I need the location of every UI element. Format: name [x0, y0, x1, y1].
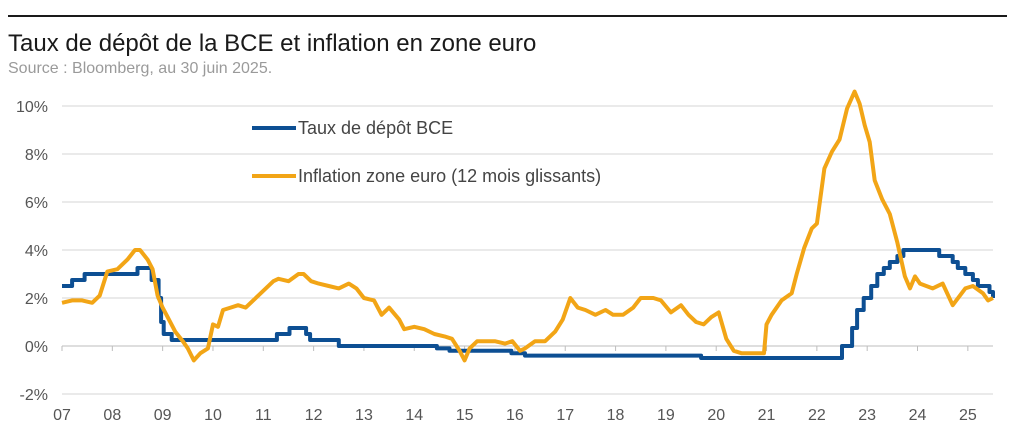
y-tick-label: 8%	[25, 147, 48, 164]
x-tick-label: 24	[909, 407, 927, 424]
x-tick-label: 07	[53, 407, 71, 424]
legend-label: Taux de dépôt BCE	[298, 118, 453, 138]
x-tick-label: 09	[154, 407, 172, 424]
x-tick-label: 22	[808, 407, 826, 424]
y-tick-label: 0%	[25, 339, 48, 356]
grid-lines	[62, 105, 993, 395]
legend-label: Inflation zone euro (12 mois glissants)	[298, 166, 601, 186]
x-tick-labels: 07 08 09 10 11 12 13 14 15 16 17 18 19 20 21 22 23 24 25	[53, 346, 977, 424]
y-tick-label: 4%	[25, 243, 48, 260]
x-tick-label: 08	[103, 407, 121, 424]
top-rule	[8, 15, 1007, 17]
y-tick-labels: -2% 0% 2% 4% 6% 8% 10%	[16, 99, 48, 404]
chart-title: Taux de dépôt de la BCE et inflation en …	[8, 30, 537, 57]
x-tick-label: 16	[506, 407, 524, 424]
x-tick-label: 23	[858, 407, 876, 424]
x-tick-label: 18	[607, 407, 625, 424]
x-tick-label: 13	[355, 407, 373, 424]
x-tick-label: 17	[556, 407, 574, 424]
x-tick-label: 19	[657, 407, 675, 424]
x-tick-label: 15	[456, 407, 474, 424]
y-tick-label: 6%	[25, 195, 48, 212]
x-tick-label: 20	[707, 407, 725, 424]
x-tick-label: 21	[758, 407, 776, 424]
chart-subtitle: Source : Bloomberg, au 30 juin 2025.	[8, 60, 273, 77]
y-tick-label: -2%	[20, 387, 48, 404]
x-tick-label: 14	[405, 407, 423, 424]
x-tick-label: 25	[959, 407, 977, 424]
series-lines	[61, 89, 995, 363]
legend: Taux de dépôt BCE Inflation zone euro (12…	[252, 118, 601, 186]
y-tick-label: 10%	[16, 99, 48, 116]
series-line-inflation	[61, 89, 994, 363]
x-tick-label: 12	[305, 407, 323, 424]
x-tick-label: 10	[204, 407, 222, 424]
series-line-deposit-rate	[62, 248, 995, 360]
x-tick-label: 11	[255, 407, 272, 424]
y-tick-label: 2%	[25, 291, 48, 308]
